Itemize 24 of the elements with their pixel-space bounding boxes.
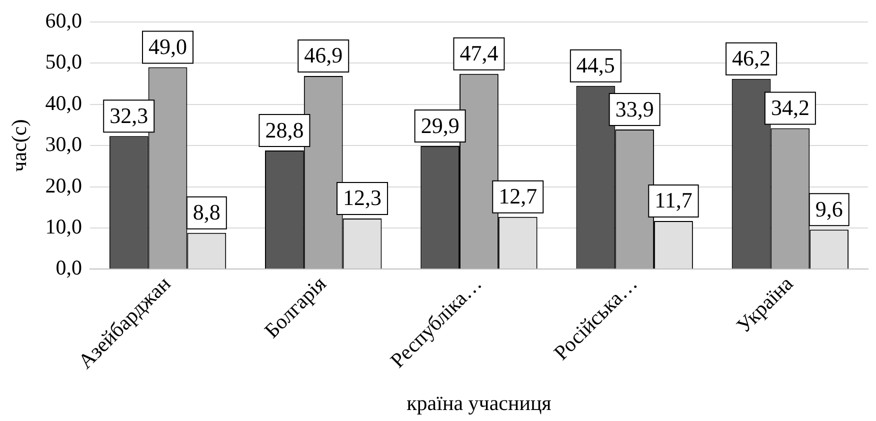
data-label: 8,8	[192, 200, 220, 225]
data-label: 46,9	[304, 42, 343, 68]
x-axis-title: країна учасниця	[406, 390, 552, 415]
y-tick-label: 0,0	[56, 256, 82, 280]
data-label: 33,9	[615, 96, 654, 122]
data-label: 49,0	[148, 34, 188, 60]
y-tick-label: 30,0	[45, 132, 82, 156]
y-tick-label: 10,0	[45, 214, 82, 238]
data-label: 47,4	[460, 40, 498, 66]
data-label: 34,2	[770, 95, 810, 120]
data-label: 12,3	[343, 185, 382, 210]
y-tick-label: 50,0	[45, 50, 82, 74]
data-label: 44,5	[576, 52, 615, 78]
data-label: 32,3	[110, 102, 148, 128]
y-tick-label: 60,0	[45, 8, 82, 33]
y-axis-title: час(с)	[7, 119, 32, 172]
data-label: 12,7	[498, 184, 538, 209]
data-label: 28,8	[265, 117, 304, 142]
y-tick-label: 40,0	[45, 90, 82, 115]
data-label: 9,6	[815, 196, 843, 222]
data-label: 46,2	[732, 46, 771, 71]
data-label: 29,9	[420, 112, 460, 138]
data-label: 11,7	[654, 188, 692, 213]
y-tick-label: 20,0	[45, 173, 82, 198]
